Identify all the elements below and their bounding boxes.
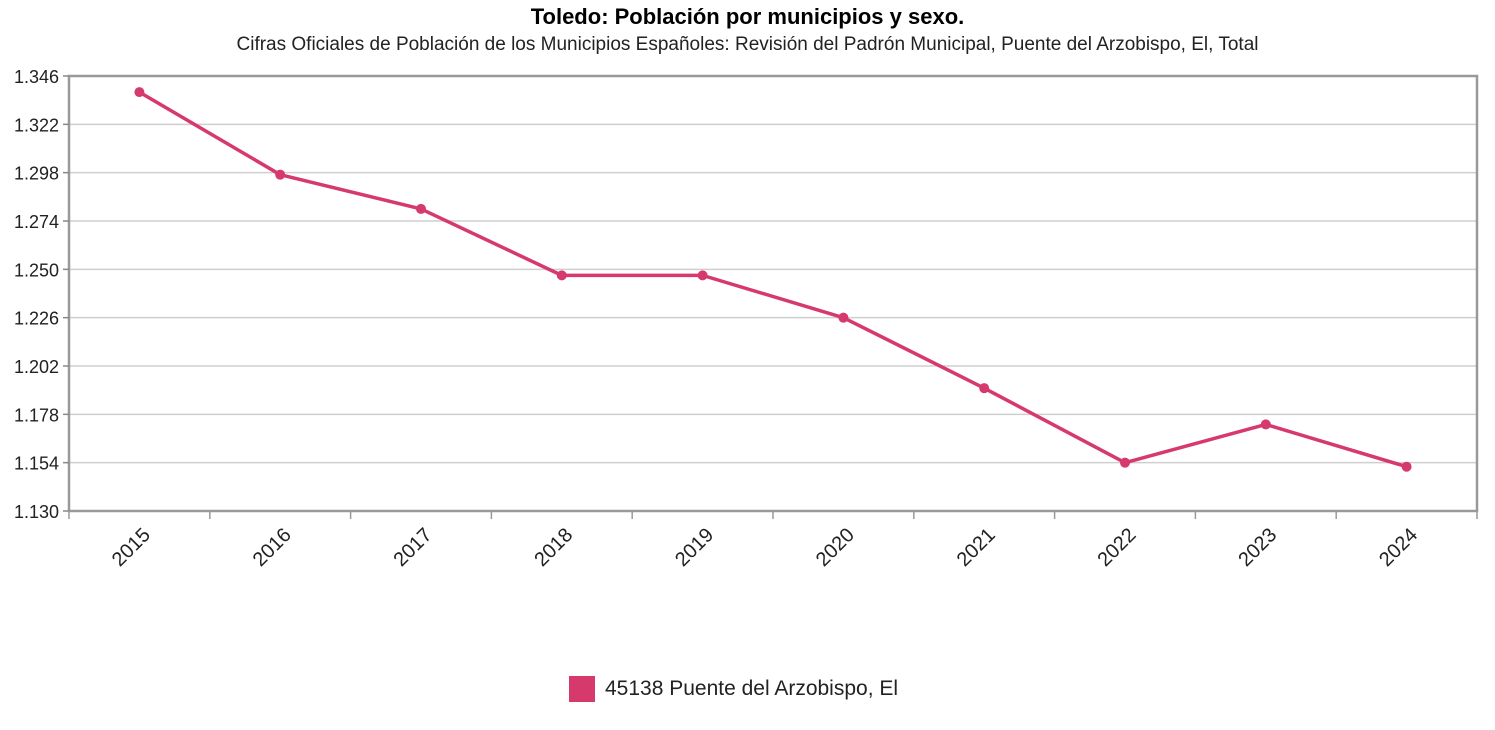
x-tick-label: 2016: [249, 524, 296, 571]
y-tick-label: 1.298: [14, 164, 59, 184]
x-tick-label: 2022: [1094, 524, 1141, 571]
y-tick-label: 1.226: [14, 309, 59, 329]
gridlines: [69, 75, 1477, 512]
y-tick-label: 1.322: [14, 115, 59, 135]
legend-swatch: [569, 676, 595, 702]
x-tick-label: 2024: [1375, 524, 1422, 571]
y-tick-label: 1.178: [14, 405, 59, 425]
data-point: [1260, 419, 1271, 430]
y-tick-label: 1.274: [14, 212, 59, 232]
x-tick-label: 2021: [953, 524, 1000, 571]
data-point: [1401, 461, 1412, 472]
legend: 45138 Puente del Arzobispo, El: [569, 674, 898, 704]
data-point: [979, 383, 990, 394]
data-point: [416, 203, 426, 214]
y-axis: 1.130 1.154 1.178 1.202 1.226 1.250 1.274 1.298…: [14, 67, 69, 522]
x-tick-label: 2018: [530, 524, 577, 571]
y-tick-label: 1.154: [14, 454, 59, 474]
y-tick-label: 1.202: [14, 357, 59, 377]
x-tick-label: 2017: [390, 524, 437, 571]
chart-title: Toledo: Población por municipios y sexo.: [530, 4, 965, 29]
series-line: [138, 90, 1408, 469]
chart-subtitle: Cifras Oficiales de Población de los Mun…: [236, 34, 1259, 55]
y-tick-label: 1.346: [14, 67, 59, 87]
data-point: [556, 270, 567, 281]
data-point: [134, 87, 145, 98]
legend-label: 45138 Puente del Arzobispo, El: [605, 677, 899, 700]
data-point: [1120, 457, 1130, 468]
x-tick-label: 2015: [108, 524, 155, 571]
x-tick-label: 2019: [671, 524, 718, 571]
x-tick-label: 2020: [812, 524, 859, 571]
plot-frame: [67, 74, 1479, 513]
y-tick-label: 1.250: [14, 260, 59, 280]
x-axis: 2015 2016 2017 2018 2019 2020 2021 2022 2023 2024: [68, 511, 1478, 571]
data-point: [838, 312, 849, 323]
series-layer: [134, 87, 1412, 472]
data-point: [697, 270, 708, 281]
data-point: [275, 169, 286, 180]
x-tick-label: 2023: [1234, 524, 1281, 571]
y-tick-label: 1.130: [14, 502, 59, 522]
